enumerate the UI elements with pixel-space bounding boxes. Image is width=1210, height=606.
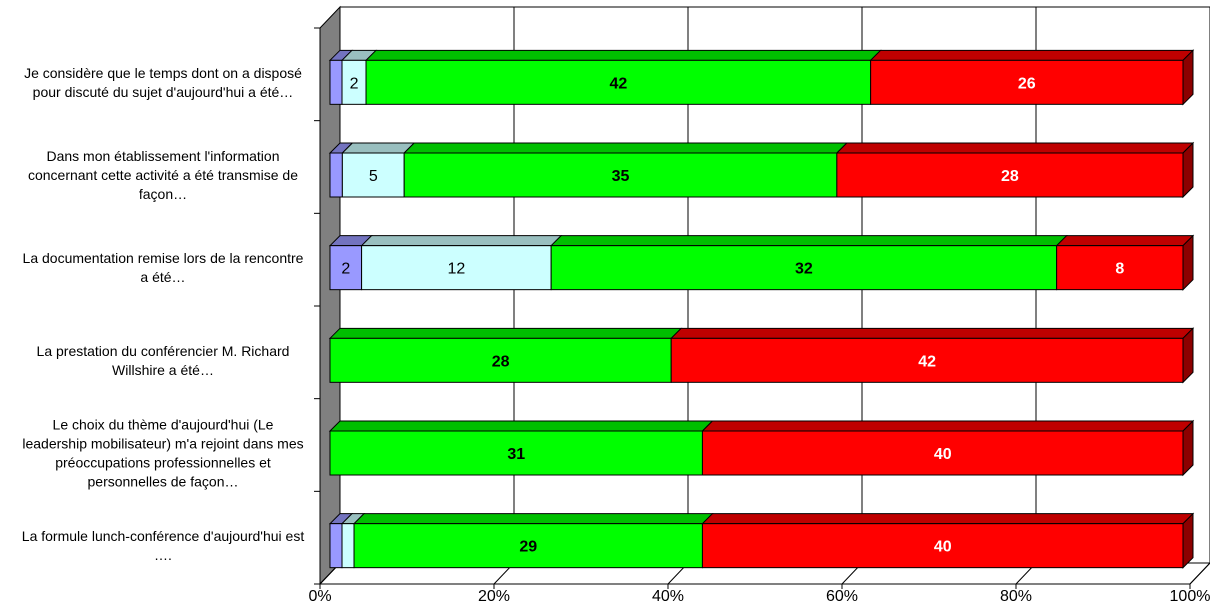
data-label: 40	[934, 539, 952, 556]
data-label: 5	[369, 168, 378, 185]
bar-segment	[701, 430, 1184, 476]
bar-end-cap	[1182, 141, 1194, 199]
category-label: Je considère que le temps dont on a disp…	[24, 65, 302, 81]
bar-segment	[341, 152, 405, 198]
data-label: 32	[795, 261, 813, 278]
bar-segment-top	[669, 327, 1195, 339]
x-tick-label: 60%	[826, 588, 858, 601]
data-label: 42	[918, 353, 936, 370]
category-label: Dans mon établissement l'information	[46, 148, 279, 164]
bar-segment	[329, 59, 343, 105]
bar-segment-top	[701, 420, 1195, 432]
category-label: ….	[154, 547, 172, 563]
data-label: 28	[492, 353, 510, 370]
data-label: 35	[612, 168, 630, 185]
bar-segment	[361, 245, 552, 291]
bar-end-cap	[1182, 234, 1194, 291]
data-label: 29	[519, 539, 537, 556]
bar-segment-top	[328, 420, 714, 432]
x-tick-label: 80%	[1000, 588, 1032, 601]
bar-segment	[550, 245, 1058, 291]
category-label: leadership mobilisateur) m'a rejoint dan…	[22, 436, 303, 452]
data-label: 26	[1018, 75, 1036, 92]
bar-segment-top	[360, 235, 563, 247]
bar-segment	[1056, 245, 1184, 291]
bar-segment	[701, 523, 1184, 569]
bar-segment	[329, 430, 703, 476]
floor-gridline	[1189, 562, 1210, 585]
bar-segment	[329, 152, 343, 198]
category-label: Le choix du thème d'aujourd'hui (Le	[53, 417, 274, 433]
x-tick-label: 20%	[478, 588, 510, 601]
bar-end-cap	[1182, 419, 1194, 477]
bar-segment	[329, 245, 363, 291]
data-label: 42	[609, 75, 627, 92]
bar-segment	[329, 523, 343, 569]
category-label: concernant cette activité a été transmis…	[28, 167, 298, 183]
data-label: 28	[1001, 168, 1019, 185]
bar-segment	[403, 152, 838, 198]
bar-segment-top	[549, 235, 1068, 247]
bar-segment-top	[869, 49, 1195, 61]
bar-segment	[341, 523, 355, 569]
category-label: personnelles de façon…	[88, 474, 239, 490]
bar-segment	[341, 59, 367, 105]
bar-segment-top	[835, 142, 1195, 154]
category-label: Willshire a été…	[112, 362, 214, 378]
bar-end-cap	[1182, 512, 1194, 569]
bar-segment-top	[1055, 235, 1195, 247]
bar-segment	[870, 59, 1184, 105]
bar-end-cap	[1182, 49, 1194, 106]
bar-segment-top	[328, 327, 683, 339]
bar-segment-top	[364, 49, 882, 61]
data-label: 12	[447, 261, 465, 278]
x-tick-label: 100%	[1170, 588, 1210, 601]
bar-segment	[365, 59, 872, 105]
category-label: La prestation du conférencier M. Richard	[37, 343, 290, 359]
bar-segment	[329, 337, 672, 383]
category-label: La documentation remise lors de la renco…	[23, 250, 304, 266]
category-label: préoccupations professionnelles et	[55, 455, 271, 471]
x-tick-label: 0%	[308, 588, 331, 601]
data-label: 2	[350, 75, 359, 92]
data-label: 2	[341, 261, 350, 278]
bar-segment-top	[352, 513, 714, 525]
category-label: pour discuté du sujet d'aujourd'hui a ét…	[33, 84, 294, 100]
bar-segment	[670, 337, 1184, 383]
category-label: a été…	[140, 269, 185, 285]
x-tick-label: 40%	[652, 588, 684, 601]
category-label: La formule lunch-conférence d'aujourd'hu…	[22, 528, 305, 544]
bar-end-cap	[1182, 327, 1194, 384]
bar-segment-top	[341, 142, 416, 154]
data-label: 31	[507, 446, 525, 463]
bar-segment-top	[402, 142, 849, 154]
data-label: 40	[934, 446, 952, 463]
bar-segment	[836, 152, 1184, 198]
data-label: 8	[1115, 261, 1124, 278]
category-label: façon…	[139, 186, 187, 202]
bar-segment-top	[701, 513, 1195, 525]
